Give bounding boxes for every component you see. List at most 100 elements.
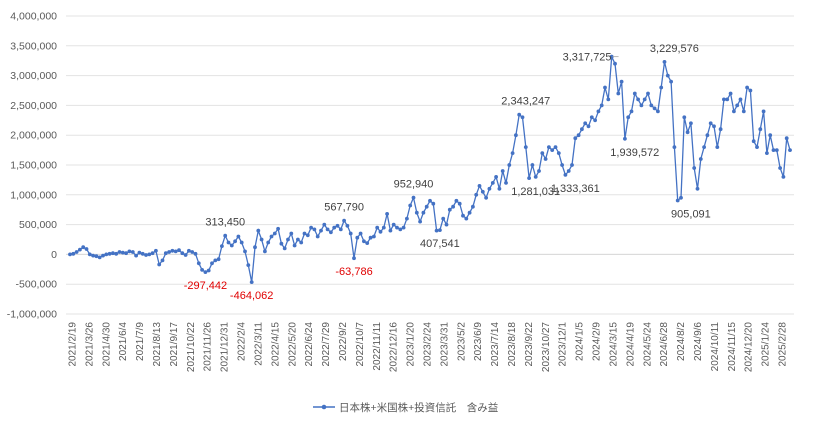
data-point xyxy=(332,225,337,230)
x-tick-label: 2022/5/20 xyxy=(287,322,298,367)
data-point xyxy=(233,239,238,244)
data-point xyxy=(272,231,277,236)
data-point xyxy=(662,60,667,64)
data-point xyxy=(342,218,346,223)
data-point xyxy=(292,243,297,248)
data-point xyxy=(560,163,564,167)
x-tick-label: 2022/12/16 xyxy=(389,322,400,372)
data-point xyxy=(646,91,650,96)
x-tick-label: 2023/8/18 xyxy=(507,322,518,367)
data-label: 952,940 xyxy=(394,179,434,191)
data-point xyxy=(163,251,168,256)
data-point xyxy=(735,103,740,108)
data-point xyxy=(220,244,224,249)
data-point xyxy=(656,109,660,114)
data-point xyxy=(196,261,201,266)
data-point xyxy=(461,213,465,218)
data-point xyxy=(325,227,330,232)
data-point xyxy=(68,252,72,257)
data-point xyxy=(309,225,313,230)
data-point xyxy=(708,121,713,126)
data-point xyxy=(144,253,148,257)
data-point xyxy=(563,173,568,177)
data-point xyxy=(229,243,234,248)
data-point xyxy=(537,169,541,173)
data-point xyxy=(474,192,479,197)
x-tick-label: 2023/6/9 xyxy=(473,322,484,361)
data-point xyxy=(768,133,773,138)
data-point xyxy=(216,257,221,262)
data-point xyxy=(629,109,634,114)
data-point xyxy=(253,245,257,250)
data-point xyxy=(447,207,452,212)
data-point xyxy=(774,148,779,153)
data-point xyxy=(603,85,607,90)
data-point xyxy=(358,231,363,236)
x-tick-label: 2023/10/27 xyxy=(541,322,552,372)
data-point xyxy=(702,145,706,150)
data-point xyxy=(160,258,165,263)
data-point xyxy=(652,106,657,111)
gridlines xyxy=(66,15,794,315)
x-tick-label: 2024/6/28 xyxy=(659,322,670,367)
data-point xyxy=(758,127,763,132)
y-tick-label: -500,000 xyxy=(16,279,58,291)
data-point xyxy=(738,97,743,102)
data-point xyxy=(471,204,475,209)
data-point xyxy=(484,195,488,200)
data-label: 567,790 xyxy=(324,202,364,214)
data-point xyxy=(580,127,584,132)
data-point xyxy=(193,251,198,256)
data-point xyxy=(510,151,515,156)
data-point xyxy=(556,151,561,156)
data-point xyxy=(583,121,588,126)
data-point xyxy=(305,233,310,238)
x-axis-tick-labels: 2021/2/19 2021/3/26 2021/4/30 2021/6/4 2021/… xyxy=(68,322,789,372)
y-axis-tick-labels: 4,000,000 3,500,000 3,000,000 2,500,000 2,00… xyxy=(7,11,57,321)
data-point xyxy=(639,103,644,108)
data-point xyxy=(523,145,528,150)
data-label: 905,091 xyxy=(671,208,711,220)
data-point xyxy=(183,253,188,257)
data-point xyxy=(698,157,703,161)
data-point xyxy=(210,261,214,266)
x-tick-label: 2024/4/19 xyxy=(625,322,636,367)
data-point xyxy=(573,136,578,141)
x-tick-label: 2021/9/17 xyxy=(169,322,180,367)
data-point xyxy=(355,235,360,240)
data-point xyxy=(91,253,95,258)
data-point xyxy=(431,201,436,206)
data-point xyxy=(147,252,152,257)
data-point xyxy=(203,270,208,274)
data-point xyxy=(74,250,79,254)
x-tick-label: 2022/10/7 xyxy=(355,322,366,367)
data-point xyxy=(480,189,485,194)
x-tick-label: 2022/9/2 xyxy=(338,322,349,361)
data-label: 1,939,572 xyxy=(610,147,659,159)
x-tick-label: 2022/2/4 xyxy=(237,322,248,361)
data-point xyxy=(405,216,409,221)
data-point xyxy=(315,234,320,239)
x-tick-label: 2024/9/6 xyxy=(693,322,704,361)
data-point xyxy=(609,54,614,59)
data-point xyxy=(94,254,99,259)
data-point xyxy=(500,169,505,173)
data-point xyxy=(421,210,426,215)
data-point xyxy=(751,139,756,144)
data-point xyxy=(362,239,366,244)
data-point xyxy=(576,133,581,138)
data-point xyxy=(451,204,455,209)
data-point xyxy=(335,223,340,228)
data-point xyxy=(705,133,710,138)
data-point xyxy=(134,253,139,258)
data-point xyxy=(732,109,736,114)
data-point xyxy=(543,157,548,161)
x-tick-label: 2021/8/13 xyxy=(152,322,163,367)
data-point xyxy=(728,91,733,96)
data-point xyxy=(226,240,231,245)
data-point xyxy=(200,268,205,272)
data-point xyxy=(593,118,597,123)
data-point xyxy=(626,115,631,120)
data-point xyxy=(289,231,294,236)
x-tick-label: 2025/2/28 xyxy=(778,322,789,367)
